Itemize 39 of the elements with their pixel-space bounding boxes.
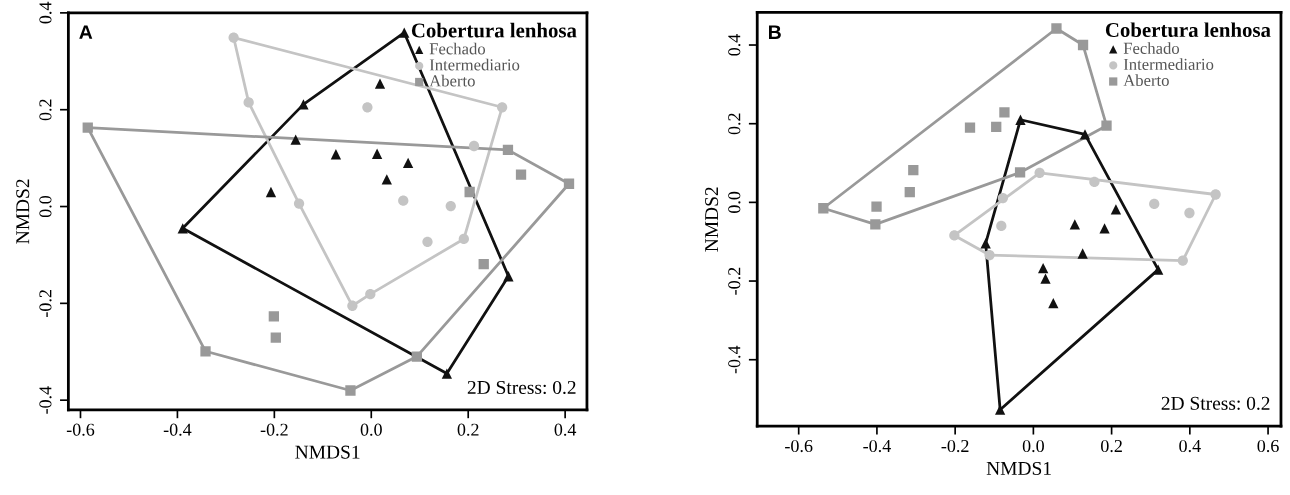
y-tick-label: -0.2: [728, 267, 741, 295]
x-tick-label: -0.4: [163, 423, 192, 436]
x-tick-label: -0.6: [66, 423, 95, 436]
annotation: A: [79, 25, 93, 39]
x-tick-label: -0.6: [785, 439, 813, 453]
legend-label: Aberto: [429, 74, 475, 87]
y-tick-label: 0.2: [39, 99, 52, 121]
x-axis-title: NMDS1: [295, 445, 360, 459]
x-tick-label: -0.2: [941, 439, 969, 453]
x-tick-label: 0.2: [457, 423, 479, 436]
annotation: 2D Stress: 0.2: [1161, 396, 1270, 410]
y-tick-label: -0.4: [39, 386, 52, 414]
y-tick-label: -0.2: [39, 290, 52, 317]
legend-label: Fechado: [429, 42, 486, 55]
legend-title: Cobertura lenhosa: [411, 22, 577, 38]
legend-title: Cobertura lenhosa: [1105, 22, 1271, 38]
legend-label: Fechado: [1123, 42, 1180, 54]
x-tick-label: 0.6: [1257, 439, 1279, 453]
annotation: 2D Stress: 0.2: [467, 380, 576, 395]
y-tick-label: 0.4: [39, 1, 52, 24]
x-tick-label: 0.2: [1101, 439, 1122, 453]
y-tick-label: 0.0: [728, 191, 741, 213]
y-tick-label: 0.2: [728, 113, 741, 135]
y-tick-label: -0.4: [728, 345, 741, 374]
y-tick-label: 0.4: [728, 34, 741, 56]
x-tick-label: -0.2: [260, 423, 288, 436]
x-tick-label: -0.4: [863, 439, 891, 453]
y-axis-title: NMDS2: [705, 187, 719, 252]
x-tick-label: 0.4: [554, 423, 577, 436]
y-tick-label: 0.0: [39, 195, 52, 218]
annotation: B: [769, 25, 781, 39]
x-axis-title: NMDS1: [986, 461, 1051, 475]
x-tick-label: 0.0: [1022, 439, 1044, 453]
legend-label: Intermediario: [1123, 58, 1214, 70]
x-tick-label: 0.0: [360, 423, 382, 436]
y-axis-title: NMDS2: [16, 179, 30, 244]
legend-label: Aberto: [1123, 74, 1169, 87]
legend-label: Intermediario: [429, 58, 520, 71]
x-tick-label: 0.4: [1179, 439, 1201, 453]
